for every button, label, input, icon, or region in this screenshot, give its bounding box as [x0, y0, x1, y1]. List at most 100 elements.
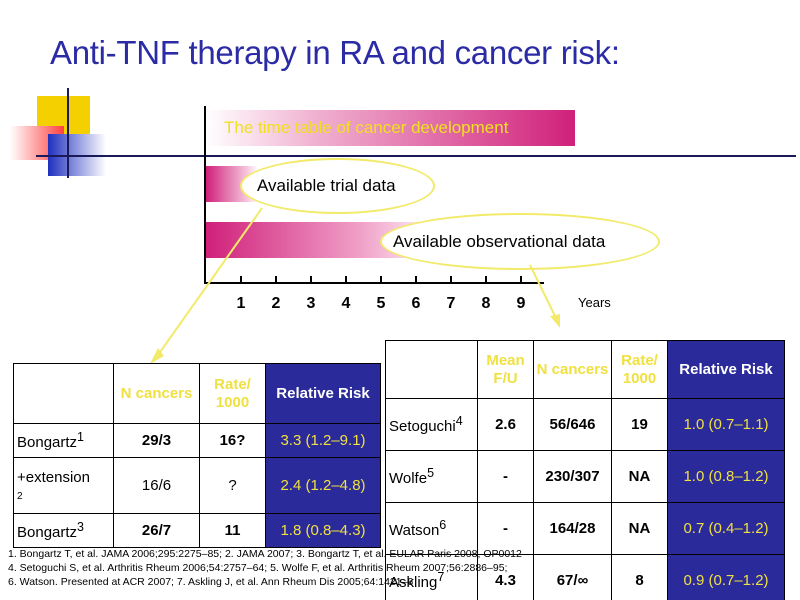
reference-line: 1. Bongartz T, et al. JAMA 2006;295:2275… — [8, 548, 522, 560]
table-row: Watson6 - 164/28 NA 0.7 (0.4–1.2) — [385, 502, 785, 555]
relative-risk-cell: 2.4 (1.2–4.8) — [265, 457, 381, 514]
year-tick — [345, 276, 347, 284]
observational-arrowhead — [550, 314, 560, 328]
observational-arrow-line — [529, 264, 557, 319]
year-tick — [520, 276, 522, 284]
study-name: +extension — [17, 468, 90, 486]
observational-data-oval — [380, 213, 660, 270]
study-cell: Setoguchi4 — [385, 398, 478, 451]
table-row: Wolfe5 - 230/307 NA 1.0 (0.8–1.2) — [385, 450, 785, 503]
relative-risk-cell: 0.7 (0.4–1.2) — [667, 502, 785, 555]
study-name: Askling — [389, 574, 438, 591]
years-axis-label: Years — [578, 295, 611, 310]
n-cancers-cell: 56/646 — [533, 398, 612, 451]
study-cell: Wolfe5 — [385, 450, 478, 503]
rate-cell: ? — [199, 457, 266, 514]
year-tick — [310, 276, 312, 284]
observational-data-label: Available observational data — [393, 232, 606, 251]
cancer-development-bar — [206, 110, 575, 146]
mean-fu-cell: - — [477, 502, 534, 555]
study-name: Bongartz — [17, 524, 78, 541]
year-tick — [415, 276, 417, 284]
relative-risk-cell: 1.0 (0.7–1.1) — [667, 398, 785, 451]
study-name: Bongartz — [17, 434, 78, 451]
table-row: Setoguchi4 2.6 56/646 19 1.0 (0.7–1.1) — [385, 398, 785, 451]
rate-cell: 8 — [611, 554, 668, 600]
n-cancers-cell: 29/3 — [113, 423, 200, 458]
rate-cell: NA — [611, 502, 668, 555]
relative-risk-cell: 0.9 (0.7–1.2) — [667, 554, 785, 600]
header-n-cancers: N cancers — [533, 340, 612, 399]
study-name: Watson — [389, 522, 440, 539]
trial-data-label: Available trial data — [257, 176, 396, 195]
n-cancers-cell: 67/∞ — [533, 554, 612, 600]
year-label: 1 — [236, 295, 246, 312]
header-mean-fu: Mean F/U — [477, 340, 534, 399]
rate-cell: NA — [611, 450, 668, 503]
header-relative-risk: Relative Risk — [265, 363, 381, 424]
year-label: 9 — [516, 295, 526, 312]
study-ref: 3 — [77, 520, 84, 534]
year-tick — [240, 276, 242, 284]
header-empty — [385, 340, 478, 399]
n-cancers-cell: 164/28 — [533, 502, 612, 555]
timeline-axis — [204, 106, 206, 284]
decor-vertical-line — [67, 88, 69, 178]
header-rate: Rate/ 1000 — [611, 340, 668, 399]
observational-data-table: Mean F/U N cancers Rate/ 1000 Relative R… — [385, 340, 785, 600]
year-tick — [275, 276, 277, 284]
study-ref: 2 — [17, 490, 23, 502]
relative-risk-cell: 1.8 (0.8–4.3) — [265, 513, 381, 548]
header-rate: Rate/ 1000 — [199, 363, 266, 424]
references: 1. Bongartz T, et al. JAMA 2006;295:2275… — [8, 547, 522, 589]
year-label: 6 — [411, 295, 421, 312]
year-label: 3 — [306, 295, 316, 312]
year-label: 8 — [481, 295, 491, 312]
year-tick — [450, 276, 452, 284]
rate-cell: 16? — [199, 423, 266, 458]
n-cancers-cell: 16/6 — [113, 457, 200, 514]
table-row: Askling7 4.3 67/∞ 8 0.9 (0.7–1.2) — [385, 554, 785, 600]
study-name: Setoguchi — [389, 418, 456, 435]
year-label: 7 — [446, 295, 456, 312]
n-cancers-cell: 230/307 — [533, 450, 612, 503]
year-label: 2 — [271, 295, 281, 312]
rate-cell: 19 — [611, 398, 668, 451]
decor-horizontal-line — [36, 155, 796, 157]
year-tick — [485, 276, 487, 284]
table-row: Bongartz1 29/3 16? 3.3 (1.2–9.1) — [13, 423, 381, 458]
study-cell: Askling7 — [385, 554, 478, 600]
header-n-cancers: N cancers — [113, 363, 200, 424]
mean-fu-cell: 2.6 — [477, 398, 534, 451]
relative-risk-cell: 1.0 (0.8–1.2) — [667, 450, 785, 503]
study-ref: 7 — [437, 570, 445, 584]
header-relative-risk: Relative Risk — [667, 340, 785, 399]
study-ref: 5 — [427, 466, 435, 480]
study-cell: Bongartz1 — [13, 423, 114, 458]
year-label: 4 — [341, 295, 351, 312]
year-axis — [204, 282, 544, 284]
table-row: +extension 2 16/6 ? 2.4 (1.2–4.8) — [13, 457, 381, 514]
year-label: 5 — [376, 295, 386, 312]
trial-data-table: N cancers Rate/ 1000 Relative Risk Bonga… — [13, 363, 381, 548]
study-ref: 1 — [77, 430, 84, 444]
year-tick — [380, 276, 382, 284]
study-ref: 6 — [439, 518, 447, 532]
reference-line: 6. Watson. Presented at ACR 2007; 7. Ask… — [8, 576, 414, 588]
reference-line: 4. Setoguchi S, et al. Arthritis Rheum 2… — [8, 562, 508, 574]
mean-fu-cell: - — [477, 450, 534, 503]
trial-arrow-line — [157, 207, 263, 356]
cancer-development-label: The time table of cancer development — [224, 118, 509, 137]
study-name: Wolfe — [389, 470, 428, 487]
slide-title: Anti-TNF therapy in RA and cancer risk: — [50, 34, 620, 71]
header-empty — [13, 363, 114, 424]
table-row: Bongartz3 26/7 11 1.8 (0.8–4.3) — [13, 513, 381, 548]
trial-data-oval — [240, 158, 435, 214]
rate-cell: 11 — [199, 513, 266, 548]
relative-risk-cell: 3.3 (1.2–9.1) — [265, 423, 381, 458]
trial-arrowhead — [150, 348, 164, 364]
study-cell: +extension 2 — [13, 457, 114, 514]
study-ref: 4 — [455, 414, 463, 428]
n-cancers-cell: 26/7 — [113, 513, 200, 548]
